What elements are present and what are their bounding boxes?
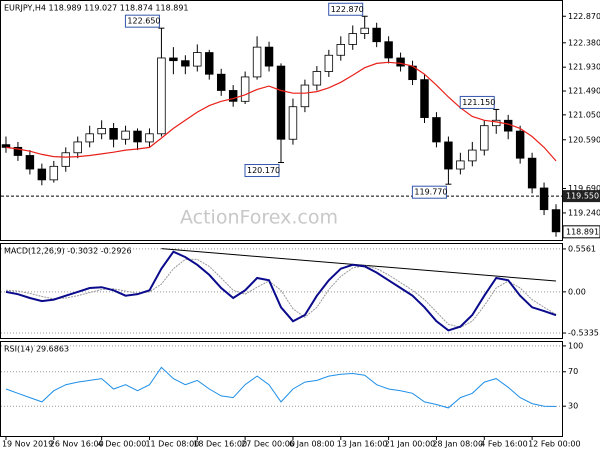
candle-body xyxy=(372,27,381,43)
candle-body xyxy=(300,84,310,108)
x-tick-label: 13 Jan 16:00 xyxy=(337,440,388,449)
candle-body xyxy=(456,160,465,170)
y-tick-label: 122.380 xyxy=(568,38,600,47)
candle-body xyxy=(264,46,274,67)
candle-body xyxy=(25,155,35,170)
candle-body xyxy=(181,60,190,67)
candle-body xyxy=(133,130,142,143)
y-tick-label: 0.00 xyxy=(568,287,586,296)
candle-body xyxy=(145,133,154,143)
candle-body xyxy=(240,76,250,102)
annotation-label: 121.150 xyxy=(462,98,495,107)
level-label-bg xyxy=(563,190,600,203)
x-tick-label: 28 Jan 08:00 xyxy=(432,440,483,449)
annotation-label: 122.650 xyxy=(127,17,160,26)
candle-body xyxy=(336,44,346,56)
candle-body xyxy=(228,90,238,102)
candle-body xyxy=(85,133,94,143)
y-tick-label: 121.050 xyxy=(568,110,600,119)
x-tick-label: 4 Dec 00:00 xyxy=(98,440,147,449)
y-tick-label: 30 xyxy=(568,402,578,411)
candle-body xyxy=(252,46,262,78)
y-tick-label: 0.5561 xyxy=(568,244,596,253)
macd-signal xyxy=(5,258,557,328)
last-price-bg xyxy=(562,225,600,239)
candle-body xyxy=(193,52,202,67)
y-tick-label: 121.930 xyxy=(568,63,600,72)
rsi-panel xyxy=(0,341,563,437)
candle-body xyxy=(384,41,393,59)
y-tick-label: 100 xyxy=(568,341,583,350)
candle-body xyxy=(515,130,525,159)
candle-body xyxy=(288,106,298,140)
chart-title: EURJPY,H4 118.989 119.027 118.874 118.89… xyxy=(4,4,189,13)
candle-body xyxy=(1,144,11,148)
x-tick-label: 27 Dec 00:00 xyxy=(241,440,295,449)
y-tick-label: 122.870 xyxy=(568,12,600,21)
annotation-box xyxy=(328,2,364,16)
candle-body xyxy=(396,57,405,67)
x-tick-label: 11 Dec 08:00 xyxy=(145,440,199,449)
candle-body xyxy=(97,127,106,135)
candle-body xyxy=(348,33,357,45)
y-tick-label: 121.490 xyxy=(568,87,600,96)
rsi-title: RSI(14) 29.6863 xyxy=(4,345,69,354)
annotation-label: 119.770 xyxy=(414,188,447,197)
candle-body xyxy=(216,73,226,91)
x-tick-label: 21 Jan 00:00 xyxy=(385,440,436,449)
candle-body xyxy=(420,79,429,118)
annotation-box xyxy=(244,164,280,178)
x-tick-label: 18 Dec 16:00 xyxy=(193,440,247,449)
y-tick-label: -0.5335 xyxy=(568,329,599,338)
candle-body xyxy=(312,71,322,86)
annotation-box xyxy=(411,185,447,199)
macd-title: MACD(12,26,9) -0.3032 -0.2926 xyxy=(4,247,132,256)
candle-body xyxy=(205,52,214,75)
y-tick-label: 119.240 xyxy=(568,208,600,217)
x-tick-label: 26 Nov 16:00 xyxy=(50,440,104,449)
macd-line xyxy=(5,250,557,332)
x-tick-label: 12 Feb 00:00 xyxy=(528,440,580,449)
watermark: ActionForex.com xyxy=(180,207,338,229)
y-tick-label: 119.690 xyxy=(568,184,600,193)
candle-body xyxy=(169,57,178,62)
candle-body xyxy=(276,65,286,140)
candle-body xyxy=(432,117,441,143)
annotation-box xyxy=(124,14,160,28)
last-price-label: 118.891 xyxy=(566,227,599,236)
candle-body xyxy=(360,27,369,34)
rsi-line xyxy=(5,366,557,409)
candle-body xyxy=(73,141,82,154)
moving-average xyxy=(5,61,557,162)
candle-body xyxy=(551,209,561,233)
candle-body xyxy=(49,165,59,181)
macd-panel xyxy=(0,243,563,339)
x-tick-label: 19 Nov 2019 xyxy=(2,440,53,449)
x-tick-label: 4 Feb 16:00 xyxy=(480,440,527,449)
candle-body xyxy=(324,54,334,72)
candle-body xyxy=(37,168,47,181)
annotation-label: 120.170 xyxy=(247,166,280,175)
candle-body xyxy=(468,149,477,162)
candle-body xyxy=(480,125,489,151)
candle-body xyxy=(109,127,118,140)
y-tick-label: 120.590 xyxy=(568,135,600,144)
x-tick-label: 6 Jan 08:00 xyxy=(289,440,335,449)
candle-body xyxy=(157,57,166,135)
candle-body xyxy=(444,141,453,170)
candle-body xyxy=(539,187,549,211)
annotation-box xyxy=(459,95,495,109)
candle-body xyxy=(61,152,70,167)
candle-body xyxy=(13,146,23,156)
price-panel xyxy=(0,0,563,241)
candle-body xyxy=(527,157,537,189)
level-label: 119.550 xyxy=(566,192,599,201)
annotation-label: 122.870 xyxy=(331,5,364,14)
y-tick-label: 70 xyxy=(568,367,578,376)
candle-body xyxy=(121,130,130,140)
